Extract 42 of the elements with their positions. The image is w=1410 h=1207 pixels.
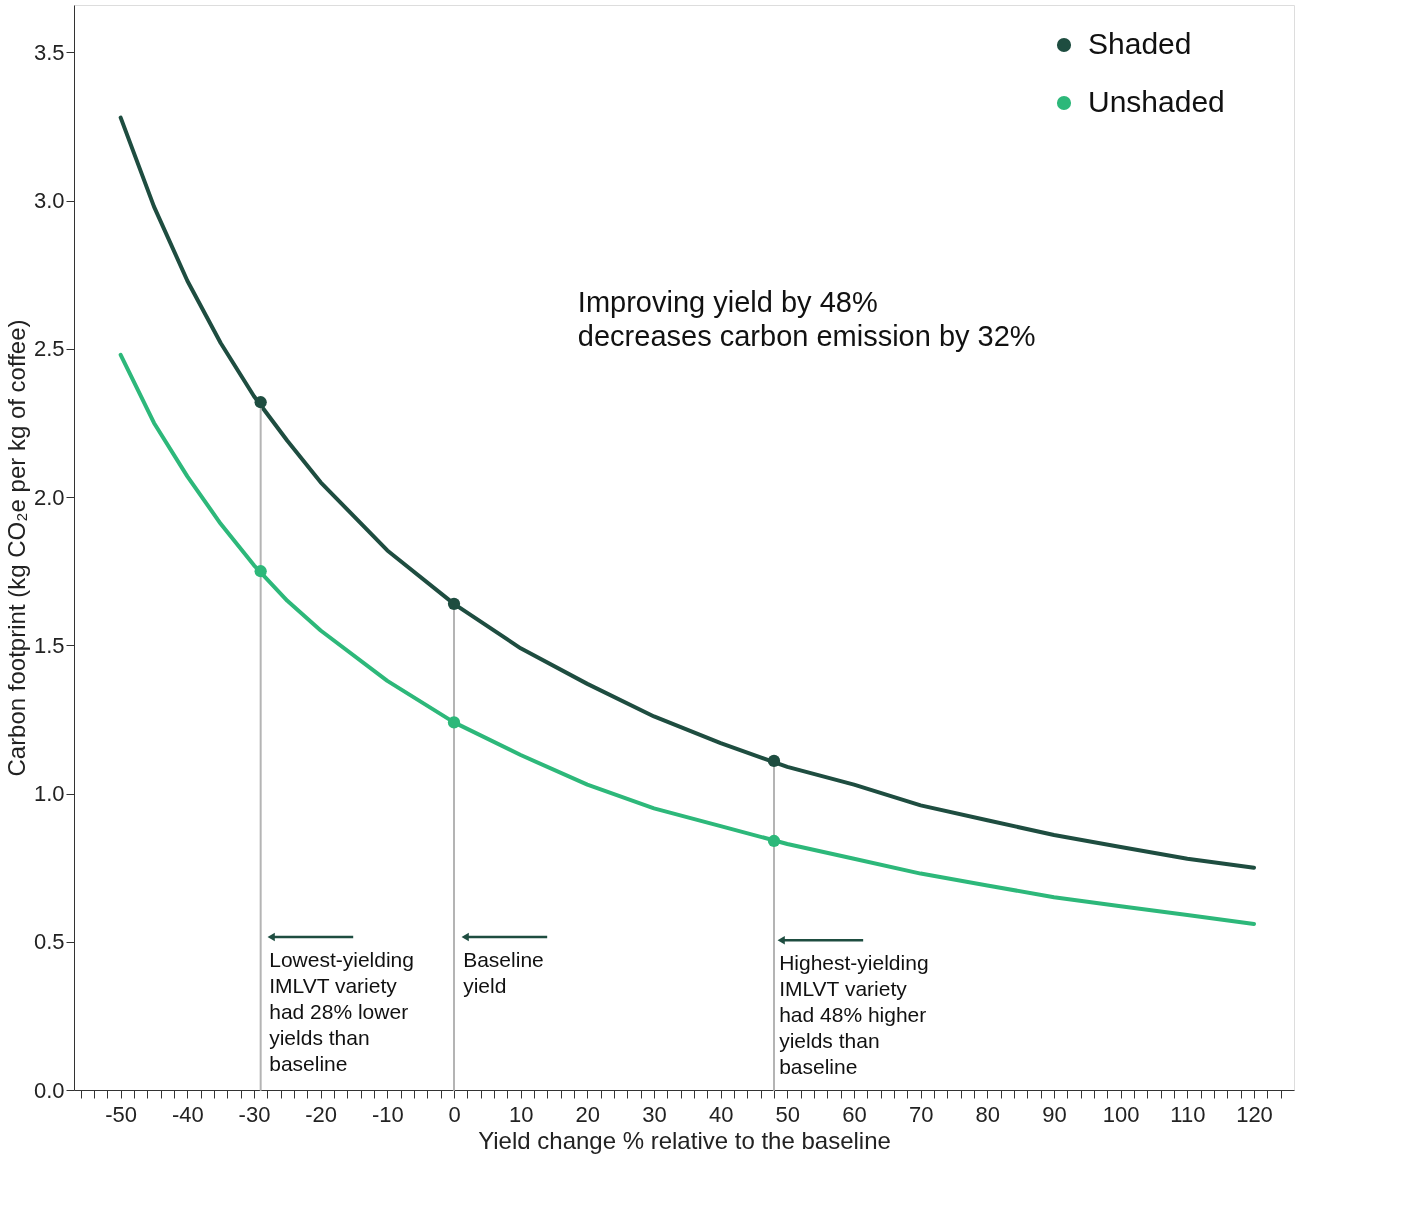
legend-label: Shaded (1088, 27, 1192, 60)
x-tick-label: 110 (1170, 1101, 1206, 1127)
point (254, 396, 267, 409)
line-series (118, 115, 1256, 870)
x-tick-label: -20 (305, 1101, 338, 1127)
point (767, 754, 781, 768)
x-tick-label: -10 (371, 1101, 404, 1127)
y-tick-label: 3.0 (33, 188, 65, 214)
y-tick-label: 2.5 (33, 336, 65, 362)
y-tick-label: 1.0 (33, 781, 65, 807)
annotation: Improving yield by 48% decreases carbon emission by 32% (577, 286, 1036, 353)
x-tick-label: 90 (1042, 1101, 1067, 1127)
y-tick-label: 1.5 (33, 632, 65, 658)
line-series (118, 352, 1256, 926)
x-tick-label: 120 (1236, 1101, 1273, 1127)
x-tick-label: -30 (238, 1101, 271, 1127)
legend-label: Unshaded (1088, 85, 1225, 118)
x-tick-label: -50 (105, 1101, 138, 1127)
x-tick-label: -40 (171, 1101, 204, 1127)
x-tick-label: 70 (908, 1101, 934, 1127)
point (447, 597, 461, 610)
x-axis-title: Yield change % relative to the baseline (478, 1126, 891, 1154)
x-tick-label: 20 (575, 1101, 601, 1127)
annotation: Lowest-yielding IMLVT variety had 28% lower yields than baseline (269, 948, 414, 1076)
y-tick-label: 0.5 (33, 929, 65, 955)
x-tick-label: 100 (1102, 1101, 1140, 1127)
annotation: Highest-yielding IMLVT variety had 48% higher yields than baseline (779, 951, 929, 1079)
y-tick-label: 3.5 (33, 39, 65, 65)
x-tick-label: 80 (975, 1101, 1001, 1127)
x-tick-label: 40 (708, 1101, 734, 1127)
y-axis-title: Carbon footprint (kg CO₂e per kg of coffee) (2, 319, 30, 777)
point (447, 716, 461, 729)
y-tick-label: 2.0 (33, 484, 65, 510)
y-tick-label: 0.0 (33, 1077, 65, 1103)
x-tick-label: 60 (842, 1101, 867, 1127)
point (254, 565, 267, 578)
x-tick-label: 30 (642, 1101, 667, 1127)
annotation: Baseline yield (463, 948, 544, 998)
point (767, 834, 781, 848)
x-tick-label: 10 (508, 1101, 534, 1127)
x-tick-label: 0 (448, 1101, 461, 1127)
x-tick-label: 50 (775, 1101, 801, 1127)
